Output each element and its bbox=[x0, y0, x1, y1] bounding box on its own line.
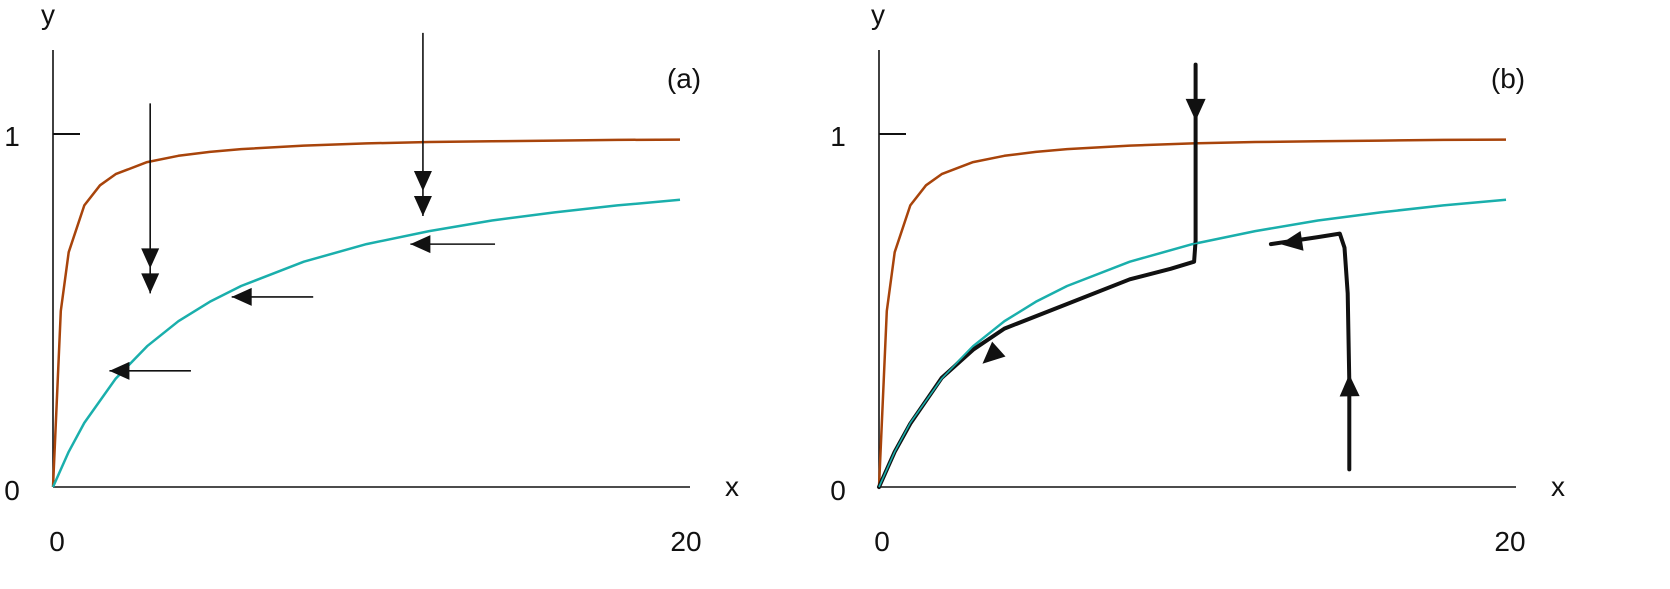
arrow-5-head bbox=[410, 235, 431, 254]
arrow-1-head bbox=[141, 273, 160, 294]
y-tick-label-1: 1 bbox=[4, 121, 20, 152]
x-axis-label: x bbox=[725, 471, 739, 502]
x-tick-label-20: 20 bbox=[1494, 526, 1525, 557]
series-line-2 bbox=[51, 198, 681, 488]
trajectory-2-arrowhead-2 bbox=[1280, 230, 1304, 251]
series-line-1 bbox=[51, 138, 681, 488]
trajectory-1-arrowhead-2 bbox=[982, 341, 1006, 364]
trajectory-1 bbox=[877, 62, 1198, 489]
arrow-3-head bbox=[109, 361, 130, 380]
trajectory-2 bbox=[1268, 231, 1352, 472]
panel-label: (a) bbox=[667, 63, 701, 94]
x-tick-label-0: 0 bbox=[49, 526, 65, 557]
arrow-2-head-double bbox=[413, 170, 432, 191]
series-line-2 bbox=[877, 198, 1507, 488]
trajectory-2-arrowhead-1 bbox=[1339, 374, 1360, 397]
arrow-2-head bbox=[413, 195, 432, 216]
series-line-2-overlay bbox=[878, 199, 1507, 488]
arrow-4-head bbox=[231, 287, 252, 306]
y-tick-label-0: 0 bbox=[4, 475, 20, 506]
y-axis-label: y bbox=[871, 0, 885, 30]
y-tick-label-1: 1 bbox=[830, 121, 846, 152]
y-axis-label: y bbox=[41, 0, 55, 30]
panel-a: y x 0 1 0 20 (a) bbox=[4, 0, 739, 557]
x-tick-label-20: 20 bbox=[670, 526, 701, 557]
panel-label: (b) bbox=[1491, 63, 1525, 94]
arrow-1-head-double bbox=[141, 248, 160, 269]
y-tick-label-0: 0 bbox=[830, 475, 846, 506]
panel-b: y x 0 1 0 20 (b) bbox=[830, 0, 1565, 557]
x-tick-label-0: 0 bbox=[874, 526, 890, 557]
x-axis-label: x bbox=[1551, 471, 1565, 502]
series-line-1 bbox=[877, 138, 1507, 488]
trajectory-1-arrowhead-1 bbox=[1185, 98, 1206, 121]
